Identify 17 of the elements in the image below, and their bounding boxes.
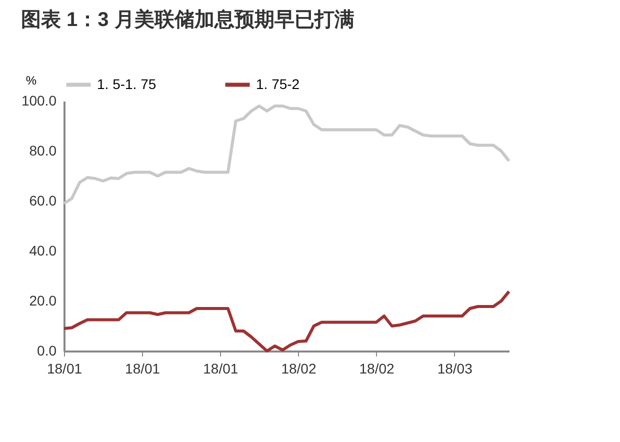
x-tick-label: 18/03 — [437, 360, 473, 376]
x-tick-label: 18/01 — [125, 360, 160, 376]
legend-label: 1. 75-2 — [256, 76, 300, 92]
x-tick-label: 18/02 — [359, 360, 395, 376]
y-tick-label: 80.0 — [29, 142, 57, 158]
y-tick-label: 100.0 — [21, 92, 57, 108]
y-axis-title: % — [26, 74, 37, 88]
y-tick-label: 40.0 — [29, 242, 57, 258]
y-tick-label: 0.0 — [37, 342, 57, 358]
x-tick-label: 18/01 — [46, 360, 82, 376]
x-tick-label: 18/01 — [203, 360, 238, 376]
y-tick-label: 60.0 — [29, 192, 57, 208]
x-tick-label: 18/02 — [281, 360, 316, 376]
legend-label: 1. 5-1. 75 — [97, 76, 156, 92]
y-tick-label: 20.0 — [29, 292, 57, 308]
chart-title: 图表 1：3 月美联储加息预期早已打满 — [20, 8, 354, 31]
line-series — [62, 104, 510, 205]
